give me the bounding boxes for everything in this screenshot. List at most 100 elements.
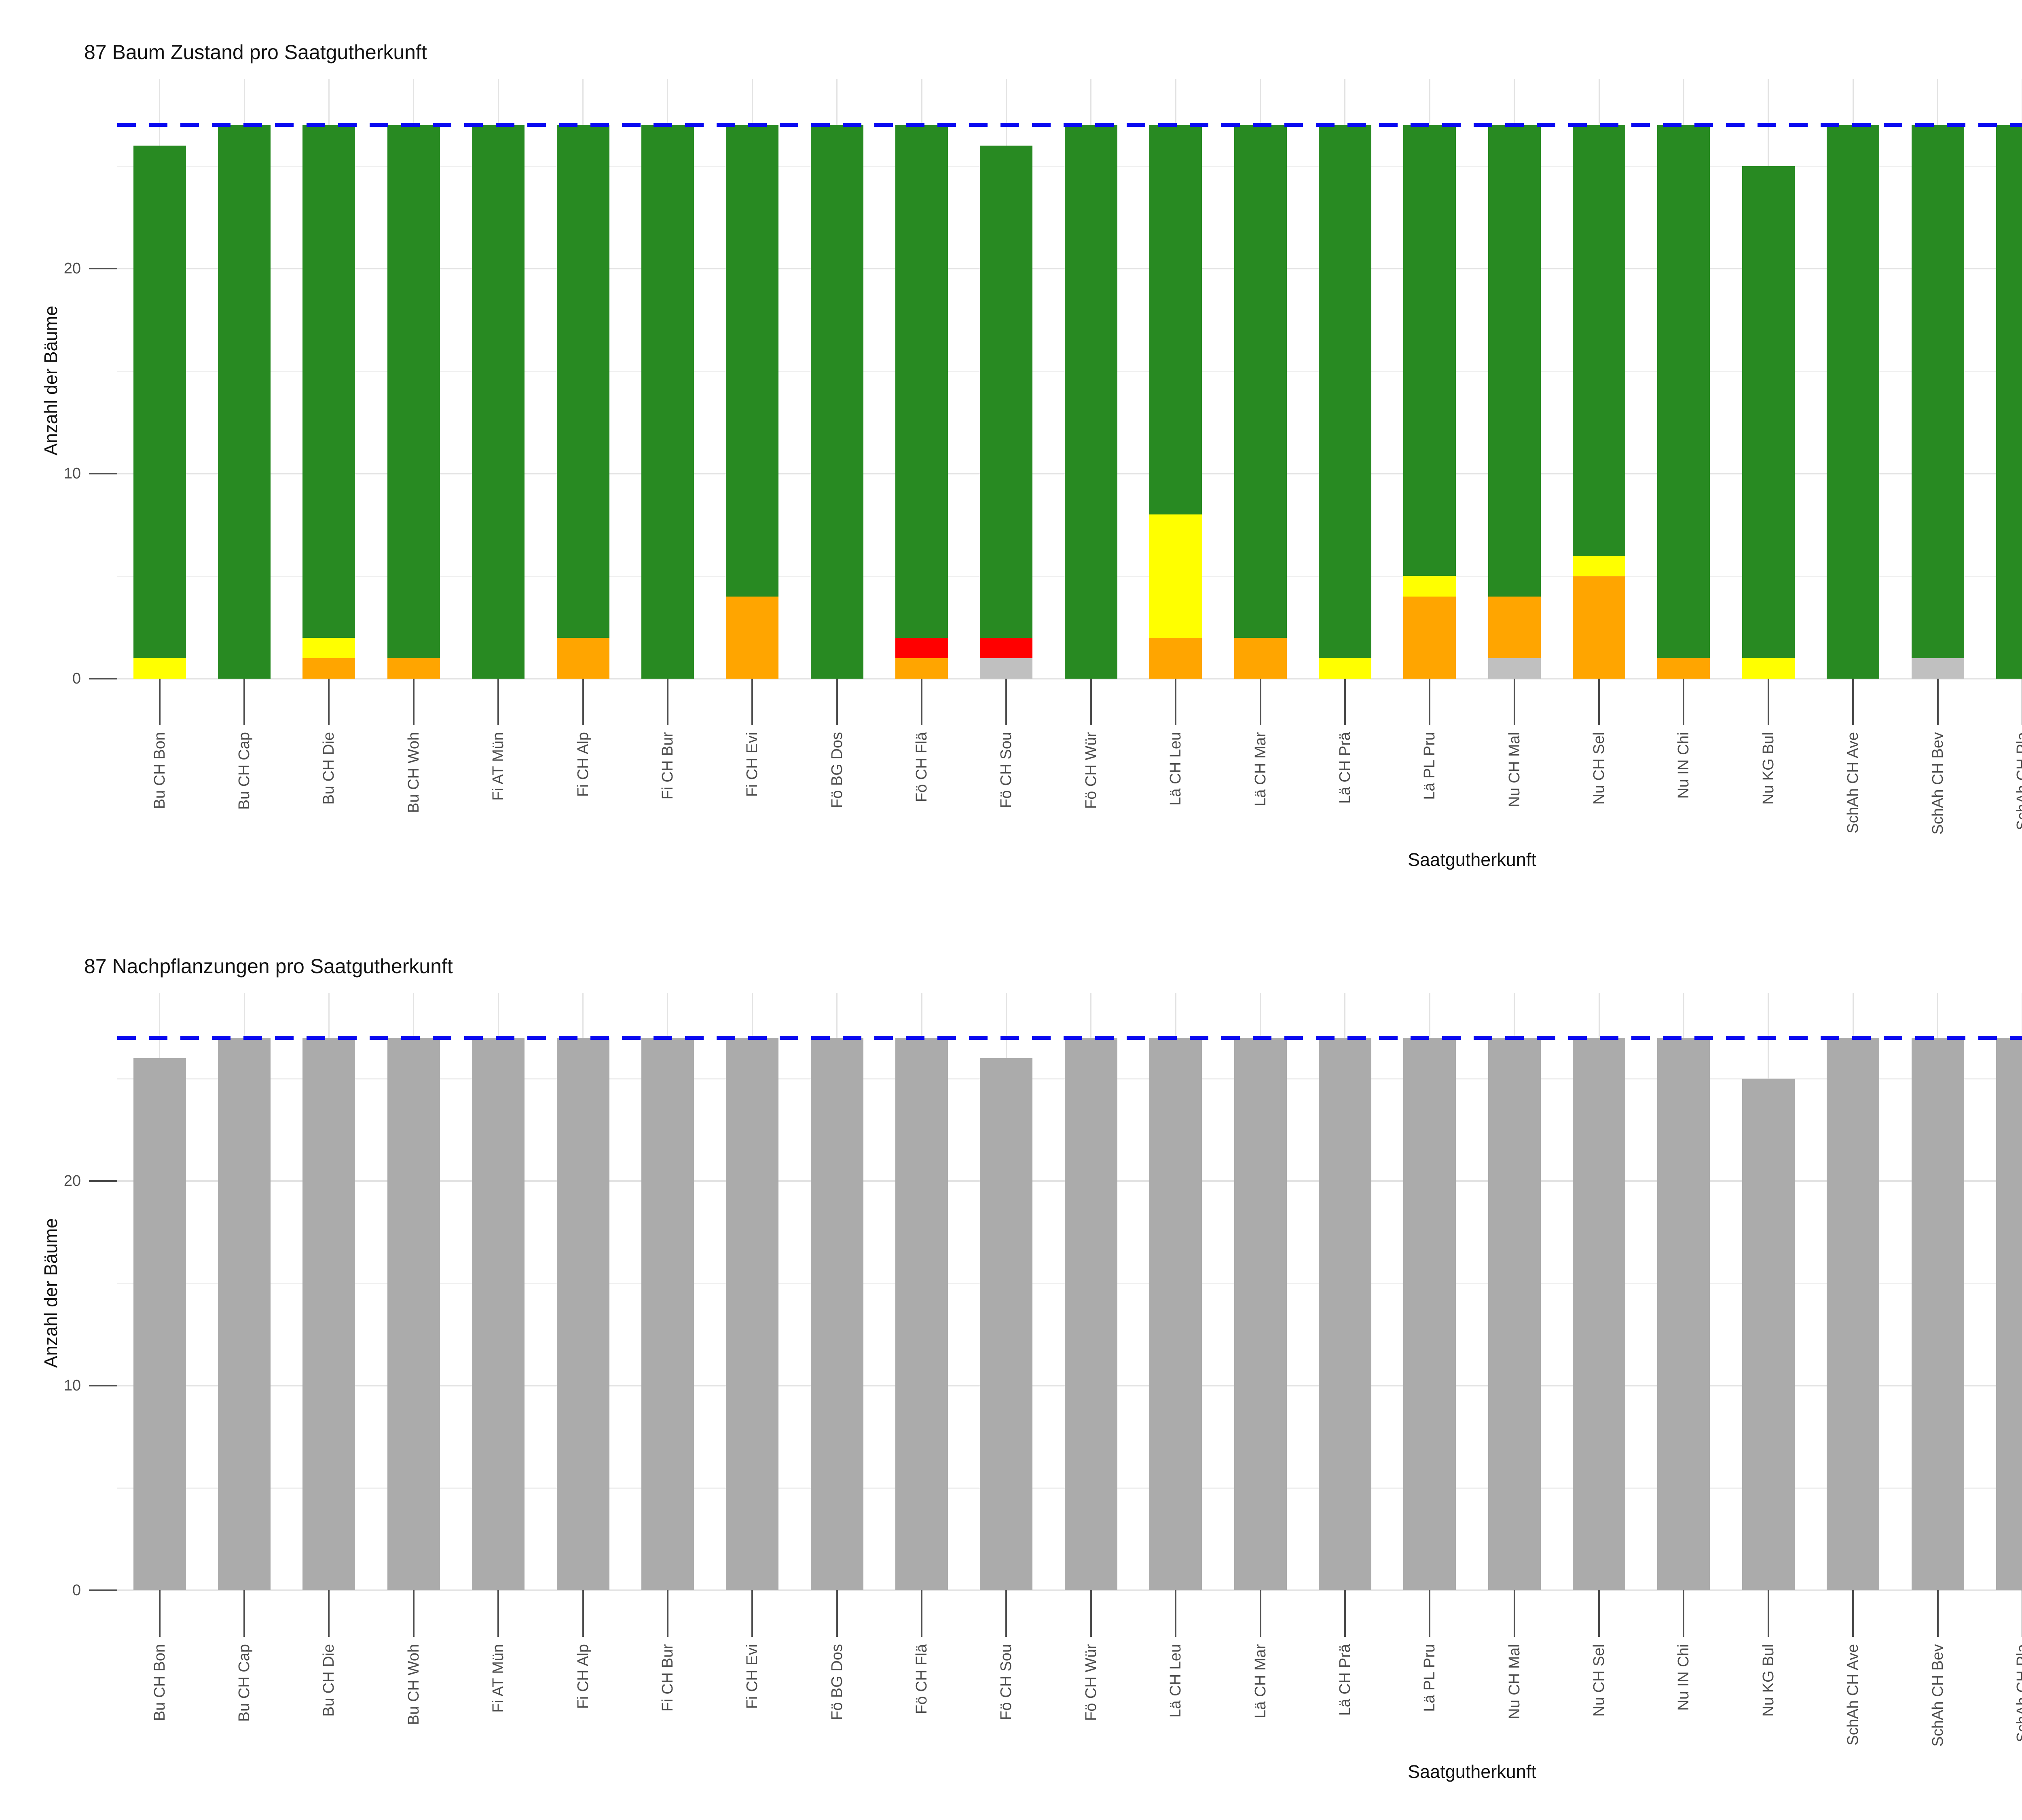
bar-segment-lebend-normal-vital-Lä-CH-Prä bbox=[1318, 125, 1371, 658]
bar-segment-tot-abgeschnitten-Fö-CH-Sou bbox=[980, 637, 1033, 658]
x-tick-label: Bu CH Woh bbox=[405, 1644, 422, 1725]
bar-segment-lebend-kümmernd-Lä-CH-Prä bbox=[1318, 658, 1371, 679]
x-tick bbox=[497, 679, 499, 725]
x-tick bbox=[1429, 1590, 1431, 1637]
bar-segment-lebend-normal-vital-Fö-CH-Flä bbox=[895, 125, 948, 638]
x-tick bbox=[1259, 1590, 1261, 1637]
x-tick-label: Bu CH Woh bbox=[405, 732, 422, 813]
x-tick-label: Bu CH Cap bbox=[236, 1644, 253, 1722]
y-tick bbox=[89, 678, 117, 679]
x-tick bbox=[243, 679, 245, 725]
bar-segment-lebend-normal-vital-Nu-CH-Sel bbox=[1573, 125, 1626, 556]
bar-segment-Erstpflanzung-Nu-CH-Sel bbox=[1573, 1037, 1626, 1590]
x-tick-label: Fi CH Bur bbox=[659, 732, 676, 800]
x-tick bbox=[1429, 679, 1431, 725]
chart2-title: 87 Nachpflanzungen pro Saatgutherkunft bbox=[84, 955, 453, 978]
gridline-h-0 bbox=[117, 678, 2022, 679]
bar-segment-lebend-normal-vital-Nu-CH-Mal bbox=[1488, 125, 1541, 597]
x-tick-label: Lä CH Mar bbox=[1252, 1644, 1269, 1718]
x-tick-label: Bu CH Bon bbox=[151, 1644, 168, 1721]
x-tick-label: Nu IN Chi bbox=[1675, 732, 1692, 799]
x-tick bbox=[1175, 679, 1177, 725]
bar-segment-Erstpflanzung-Nu-CH-Mal bbox=[1488, 1037, 1541, 1590]
bar-segment-tot-andere-Ursache-Fi-CH-Evi bbox=[726, 597, 779, 679]
x-tick-label: SchAh CH Ave bbox=[1844, 1644, 1862, 1746]
x-tick-label: Fö CH Wür bbox=[1082, 732, 1100, 809]
x-tick bbox=[1598, 1590, 1600, 1637]
bar-segment-lebend-normal-vital-Fö-CH-Sou bbox=[980, 145, 1033, 638]
x-tick bbox=[1767, 1590, 1769, 1637]
x-tick bbox=[1767, 679, 1769, 725]
reference-line-27 bbox=[117, 123, 2022, 127]
x-tick-label: Fö BG Dos bbox=[828, 732, 846, 808]
x-tick-label: Fö CH Flä bbox=[913, 1644, 931, 1714]
x-tick-label: SchAh CH Pla bbox=[2014, 732, 2022, 830]
x-tick-label: Lä CH Prä bbox=[1336, 732, 1354, 804]
x-tick-label: Fi CH Alp bbox=[574, 732, 592, 797]
bar-segment-lebend-normal-vital-Bu-CH-Woh bbox=[387, 125, 440, 658]
bar-segment-Erstpflanzung-Lä-CH-Leu bbox=[1149, 1037, 1202, 1590]
y-tick-label: 20 bbox=[63, 260, 81, 277]
bar-segment-lebend-normal-vital-Lä-PL-Pru bbox=[1403, 125, 1456, 576]
bar-segment-lebend-normal-vital-Lä-CH-Mar bbox=[1234, 125, 1287, 638]
x-tick-label: Fi CH Evi bbox=[744, 732, 761, 797]
x-tick bbox=[1598, 679, 1600, 725]
bar-segment-lebend-normal-vital-SchAh-CH-Pla bbox=[1996, 125, 2022, 679]
chart1-title: 87 Baum Zustand pro Saatgutherkunft bbox=[84, 41, 427, 63]
bar-segment-tot-andere-Ursache-Lä-CH-Mar bbox=[1234, 637, 1287, 679]
bar-segment-lebend-kümmernd-Lä-PL-Pru bbox=[1403, 576, 1456, 597]
x-tick bbox=[1344, 1590, 1346, 1637]
x-tick bbox=[751, 1590, 753, 1637]
bar-segment-lebend-normal-vital-Lä-CH-Leu bbox=[1149, 125, 1202, 515]
x-tick-label: Lä PL Pru bbox=[1421, 732, 1438, 800]
bar-segment-lebend-normal-vital-Bu-CH-Bon bbox=[133, 145, 186, 658]
bar-segment-tot-abgeschnitten-Fö-CH-Flä bbox=[895, 637, 948, 658]
x-tick-label: Fö CH Sou bbox=[998, 732, 1015, 808]
x-tick bbox=[1513, 1590, 1515, 1637]
bar-segment-Erstpflanzung-Bu-CH-Bon bbox=[133, 1058, 186, 1590]
x-tick-label: Lä CH Prä bbox=[1336, 1644, 1354, 1716]
bar-segment-Erstpflanzung-Lä-CH-Prä bbox=[1318, 1037, 1371, 1590]
x-tick-label: Bu CH Die bbox=[320, 1644, 338, 1717]
x-tick bbox=[666, 1590, 668, 1637]
x-tick bbox=[1344, 679, 1346, 725]
x-tick bbox=[1090, 1590, 1092, 1637]
x-tick bbox=[1513, 679, 1515, 725]
x-tick-label: SchAh CH Bev bbox=[1929, 732, 1946, 835]
x-tick-label: Nu CH Sel bbox=[1591, 732, 1608, 805]
bar-segment-Erstpflanzung-Fö-CH-Flä bbox=[895, 1037, 948, 1590]
y-tick bbox=[89, 1180, 117, 1182]
bar-segment-tot-andere-Ursache-Bu-CH-Woh bbox=[387, 658, 440, 679]
x-tick-label: Lä PL Pru bbox=[1421, 1644, 1438, 1712]
bar-segment-tot-andere-Ursache-Nu-CH-Sel bbox=[1573, 576, 1626, 679]
bar-segment-Erstpflanzung-Fö-CH-Wür bbox=[1064, 1037, 1117, 1590]
bar-segment-Erstpflanzung-Lä-CH-Mar bbox=[1234, 1037, 1287, 1590]
bar-segment-tot-andere-Ursache-Fö-CH-Flä bbox=[895, 658, 948, 679]
y-tick-label: 0 bbox=[72, 1582, 81, 1599]
chart2-y-axis-title: Anzahl der Bäume bbox=[40, 1218, 61, 1368]
x-tick bbox=[1937, 1590, 1939, 1637]
x-tick-label: Lä CH Mar bbox=[1252, 732, 1269, 806]
bar-segment-Erstpflanzung-SchAh-CH-Bev bbox=[1911, 1037, 1964, 1590]
bar-segment-Erstpflanzung-Bu-CH-Cap bbox=[218, 1037, 271, 1590]
x-tick-label: Fi AT Mün bbox=[490, 732, 507, 801]
x-tick-label: Nu CH Sel bbox=[1591, 1644, 1608, 1717]
x-tick-label: SchAh CH Ave bbox=[1844, 732, 1862, 834]
x-tick-label: Fö CH Sou bbox=[998, 1644, 1015, 1720]
x-tick-label: Bu CH Bon bbox=[151, 732, 168, 809]
y-tick-label: 0 bbox=[72, 670, 81, 687]
bar-segment-Erstpflanzung-Fi-AT-Mün bbox=[472, 1037, 525, 1590]
x-tick bbox=[328, 1590, 330, 1637]
bar-segment-Erstpflanzung-SchAh-CH-Ave bbox=[1827, 1037, 1880, 1590]
x-tick bbox=[1937, 679, 1939, 725]
y-tick-label: 10 bbox=[63, 1377, 81, 1394]
bar-segment-Erstpflanzung-Fi-CH-Alp bbox=[556, 1037, 609, 1590]
x-tick-label: Bu CH Cap bbox=[236, 732, 253, 810]
bar-segment-lebend-normal-vital-Fi-AT-Mün bbox=[472, 125, 525, 679]
bar-segment-lebend-normal-vital-SchAh-CH-Ave bbox=[1827, 125, 1880, 679]
x-tick-label: Bu CH Die bbox=[320, 732, 338, 805]
x-tick bbox=[751, 679, 753, 725]
x-tick bbox=[159, 1590, 161, 1637]
bar-segment-tot-andere-Ursache-Bu-CH-Die bbox=[302, 658, 355, 679]
x-tick bbox=[412, 1590, 415, 1637]
